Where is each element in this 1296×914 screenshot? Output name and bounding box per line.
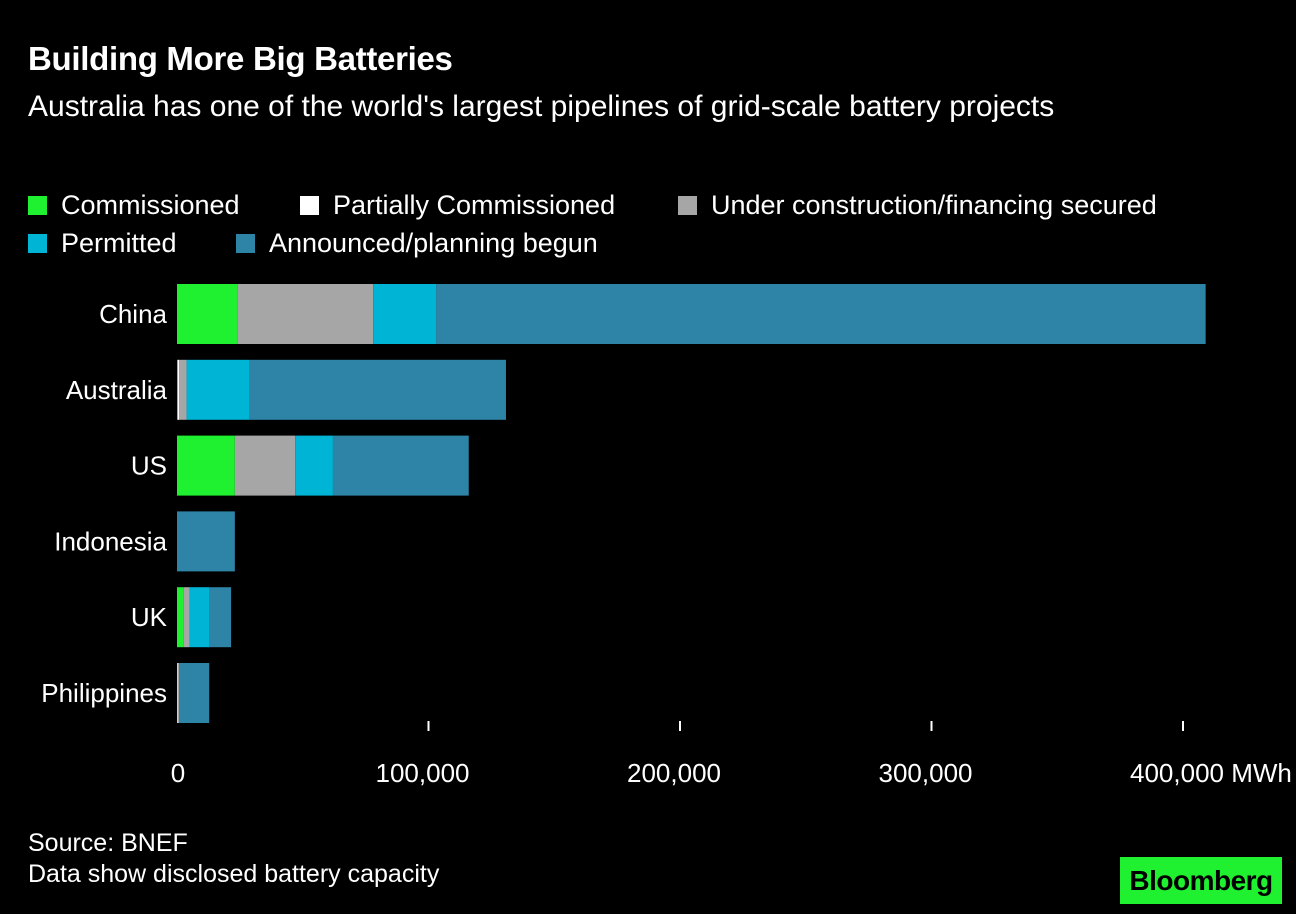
- x-tick-label: 200,000: [627, 758, 721, 788]
- category-label-philippines: Philippines: [41, 678, 167, 708]
- legend-item-partially-commissioned: Partially Commissioned: [300, 190, 615, 221]
- bar-uk-commissioned: [177, 587, 184, 648]
- legend-label-commissioned: Commissioned: [61, 190, 240, 220]
- source-text: Source: BNEF: [28, 829, 188, 857]
- legend-swatch-under-construction: [678, 196, 697, 215]
- bar-us-under-construction-financing-secured: [234, 435, 296, 496]
- category-label-indonesia: Indonesia: [54, 526, 167, 556]
- legend-swatch-commissioned: [28, 196, 47, 215]
- bar-us-commissioned: [177, 435, 235, 496]
- bar-china-under-construction-financing-secured: [237, 284, 374, 344]
- x-tick-label: 400,000 MWh: [1130, 758, 1292, 788]
- x-tick-label: 100,000: [376, 758, 470, 788]
- chart-subtitle: Australia has one of the world's largest…: [28, 90, 1055, 123]
- bar-china-permitted: [373, 284, 437, 344]
- bloomberg-logo: Bloomberg: [1120, 857, 1282, 904]
- bar-china-commissioned: [177, 284, 238, 344]
- bar-australia-announced-planning-begun: [249, 359, 506, 420]
- chart-title: Building More Big Batteries: [28, 40, 453, 77]
- bar-philippines-under-construction-financing-secured: [177, 663, 180, 723]
- bar-philippines-partially-commissioned: [177, 663, 178, 723]
- bar-chart: China Australia US Indonesia UK Philippines 0 1…: [41, 284, 1292, 788]
- category-label-uk: UK: [131, 602, 168, 632]
- chart-source: Source: BNEF Data show disclosed battery…: [28, 828, 439, 890]
- category-label-china: China: [99, 299, 167, 329]
- bar-uk-announced-planning-begun: [209, 587, 232, 648]
- bar-australia-under-construction-financing-secured: [179, 359, 187, 420]
- bar-australia-commissioned: [177, 359, 178, 420]
- bar-uk-permitted: [189, 587, 210, 648]
- bar-us-announced-planning-begun: [332, 435, 469, 496]
- legend-swatch-partially-commissioned: [300, 196, 319, 215]
- data-note: Data show disclosed battery capacity: [28, 860, 440, 888]
- legend-item-under-construction: Under construction/financing secured: [678, 190, 1157, 221]
- bar-australia-permitted: [186, 359, 250, 420]
- legend-item-permitted: Permitted: [28, 228, 177, 259]
- x-tick-label: 0: [171, 758, 185, 788]
- legend-item-announced: Announced/planning begun: [236, 228, 598, 259]
- bar-indonesia-announced-planning-begun: [177, 511, 235, 572]
- legend-label-under-construction: Under construction/financing secured: [711, 190, 1157, 220]
- bar-uk-under-construction-financing-secured: [183, 587, 190, 648]
- bar-us-permitted: [295, 435, 333, 496]
- legend-label-announced: Announced/planning begun: [269, 228, 598, 258]
- x-tick-label: 300,000: [879, 758, 973, 788]
- legend-item-commissioned: Commissioned: [28, 190, 240, 221]
- legend-label-permitted: Permitted: [61, 228, 177, 258]
- category-label-us: US: [131, 451, 167, 481]
- bar-china-announced-planning-begun: [436, 284, 1206, 344]
- bar-philippines-announced-planning-begun: [179, 663, 210, 723]
- bar-australia-partially-commissioned: [177, 359, 180, 420]
- legend-swatch-permitted: [28, 234, 47, 253]
- legend-swatch-announced: [236, 234, 255, 253]
- legend-label-partially-commissioned: Partially Commissioned: [333, 190, 616, 220]
- category-label-australia: Australia: [66, 375, 168, 405]
